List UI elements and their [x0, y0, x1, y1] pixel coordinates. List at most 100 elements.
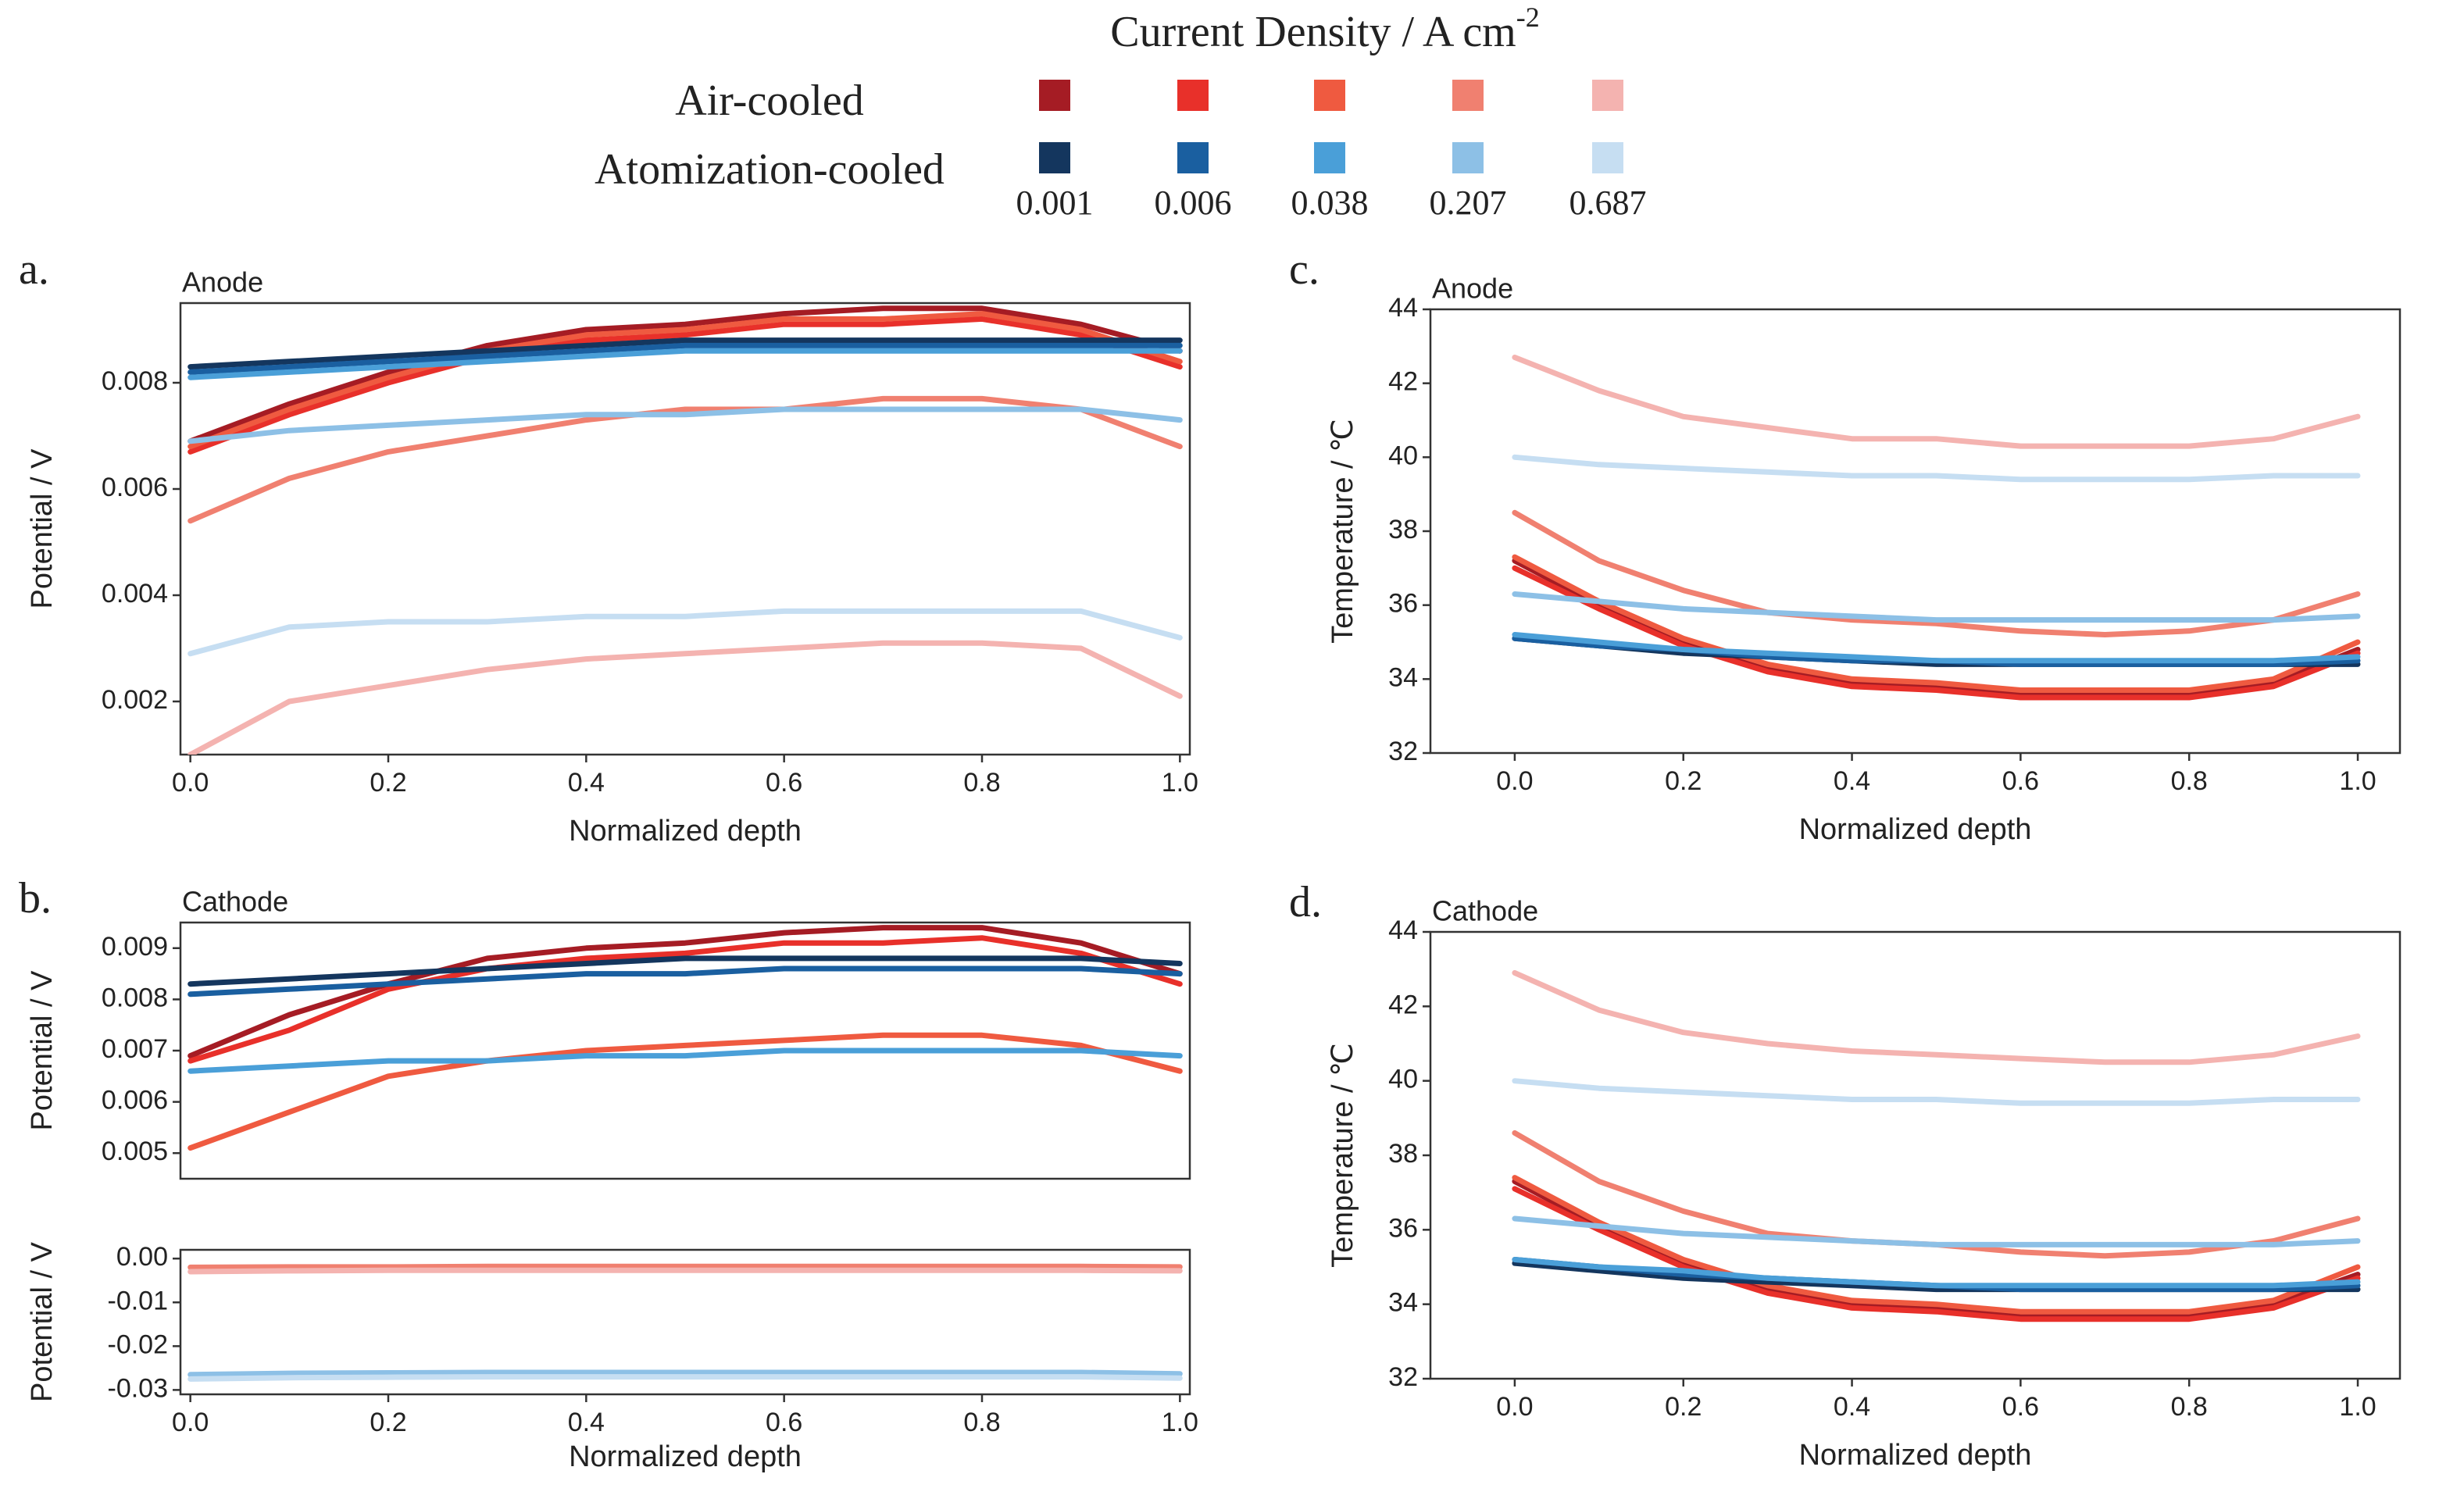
legend-swatch	[1177, 142, 1209, 173]
legend-title-text: Current Density / A cm	[1110, 8, 1516, 56]
y-tick-label: 0.008	[102, 366, 168, 396]
y-tick-label: 38	[1388, 1139, 1418, 1169]
series-group	[1512, 355, 2361, 701]
x-tick-label: 0.8	[2171, 766, 2208, 796]
legend-title: Current Density / A cm-2	[1110, 2, 1540, 56]
series-line	[187, 1048, 1183, 1074]
series-line	[1512, 509, 2361, 637]
x-tick-label: 0.8	[963, 768, 1000, 798]
y-tick-label: 0.006	[102, 473, 168, 502]
series-line	[187, 316, 1183, 455]
y-axis-title: Potential / V	[26, 448, 59, 609]
y-tick-label: 32	[1388, 737, 1418, 766]
series-line	[1512, 1130, 2361, 1259]
series-line	[187, 1374, 1183, 1382]
y-tick-label: 0.004	[102, 579, 168, 609]
x-tick-label: 0.0	[172, 768, 209, 798]
x-tick-label: 1.0	[1162, 1408, 1198, 1437]
series-line	[1512, 355, 2361, 449]
x-axis-title: Normalized depth	[1799, 813, 2032, 846]
x-axis-title: Normalized depth	[569, 1440, 802, 1473]
series-line	[187, 608, 1183, 657]
y-tick-label: 38	[1388, 515, 1418, 544]
x-tick-label: 0.0	[1496, 1392, 1533, 1422]
series-line	[1512, 565, 2361, 701]
x-tick-label: 0.6	[766, 1408, 802, 1437]
x-tick-label: 0.6	[766, 768, 802, 798]
legend-swatch	[1039, 80, 1070, 111]
y-tick-label: 0.002	[102, 685, 168, 715]
y-tick-label: 40	[1388, 441, 1418, 470]
panel-label: c.	[1289, 245, 1319, 294]
panel-label: a.	[19, 245, 49, 294]
y-tick-label: 44	[1388, 915, 1418, 945]
y-tick-label: -0.02	[108, 1329, 169, 1359]
series-line	[1512, 1215, 2361, 1247]
legend-row-label: Atomization-cooled	[595, 145, 945, 194]
series-line	[187, 935, 1183, 1064]
series-line	[187, 1267, 1183, 1275]
x-tick-label: 0.2	[370, 768, 406, 798]
series-line	[187, 1369, 1183, 1378]
legend-swatch	[1039, 142, 1070, 173]
series-group	[187, 305, 1183, 755]
panel-subtitle: Anode	[182, 266, 263, 298]
x-tick-label: 0.2	[370, 1408, 406, 1437]
x-tick-label: 0.6	[2002, 1392, 2039, 1422]
series-line	[187, 955, 1183, 987]
series-line	[187, 395, 1183, 524]
x-tick-label: 0.4	[568, 768, 605, 798]
legend-swatch	[1314, 142, 1345, 173]
x-tick-label: 0.6	[2002, 766, 2039, 796]
x-tick-label: 1.0	[2339, 766, 2376, 796]
series-line	[1512, 591, 2361, 623]
series-line	[187, 311, 1183, 450]
legend-title-sup: -2	[1516, 2, 1540, 33]
legend-swatch	[1177, 80, 1209, 111]
y-tick-label: -0.03	[108, 1373, 169, 1403]
series-group	[1512, 969, 2361, 1322]
panel-subtitle: Cathode	[182, 886, 288, 918]
y-tick-label: 36	[1388, 1213, 1418, 1243]
y-tick-label: 0.005	[102, 1137, 168, 1166]
x-tick-label: 0.0	[172, 1408, 209, 1437]
series-line	[1512, 454, 2361, 483]
y-tick-label: 0.007	[102, 1034, 168, 1064]
series-line	[187, 348, 1183, 380]
y-axis-title: Temperature / ℃	[1327, 419, 1359, 644]
series-line	[187, 1032, 1183, 1151]
series-line	[1512, 1078, 2361, 1106]
series-line	[1512, 554, 2361, 693]
y-tick-label: 32	[1388, 1362, 1418, 1392]
series-line	[1512, 1175, 2361, 1315]
x-tick-label: 0.8	[963, 1408, 1000, 1437]
series-line	[187, 925, 1183, 1059]
legend-swatch	[1314, 80, 1345, 111]
y-tick-label: 42	[1388, 990, 1418, 1019]
x-tick-label: 0.8	[2171, 1392, 2208, 1422]
x-tick-label: 1.0	[1162, 768, 1198, 798]
series-line	[1512, 1257, 2361, 1289]
series-line	[187, 337, 1183, 370]
x-tick-label: 0.2	[1665, 1392, 1702, 1422]
legend-column-label: 0.687	[1569, 184, 1647, 222]
y-tick-label: 34	[1388, 662, 1418, 692]
series-line	[187, 640, 1183, 755]
panel-subtitle: Cathode	[1432, 895, 1538, 927]
legend-column-label: 0.006	[1155, 184, 1232, 222]
y-tick-label: 0.009	[102, 932, 168, 962]
plot-frame	[179, 1248, 1191, 1396]
legend-column-label: 0.038	[1291, 184, 1369, 222]
y-axis-title: Temperature / ℃	[1327, 1043, 1359, 1268]
series-line	[187, 406, 1183, 444]
x-tick-label: 0.2	[1665, 766, 1702, 796]
y-axis-title: Potential / V	[26, 1241, 59, 1402]
legend-column-label: 0.001	[1016, 184, 1094, 222]
legend-swatch	[1452, 80, 1484, 111]
legend-row-label: Air-cooled	[675, 77, 863, 125]
y-tick-label: 44	[1388, 293, 1418, 323]
series-line	[1512, 632, 2361, 664]
panel-label: d.	[1289, 878, 1322, 926]
series-group	[187, 1263, 1183, 1382]
x-axis-title: Normalized depth	[1799, 1439, 2032, 1472]
